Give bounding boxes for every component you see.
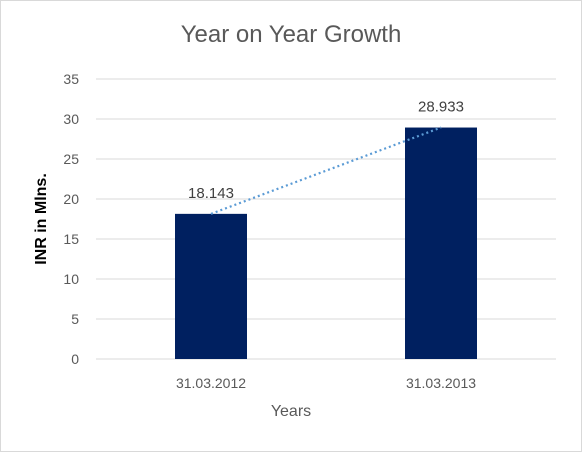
y-tick-label: 25 <box>63 151 79 167</box>
y-tick-label: 0 <box>71 351 79 367</box>
x-tick-label: 31.03.2012 <box>176 375 246 391</box>
y-tick-label: 5 <box>71 311 79 327</box>
y-tick-label: 20 <box>63 191 79 207</box>
bar-1 <box>405 128 477 359</box>
y-tick-label: 30 <box>63 111 79 127</box>
data-label: 28.933 <box>418 99 464 116</box>
y-tick-label: 15 <box>63 231 79 247</box>
data-label: 18.143 <box>188 185 234 202</box>
y-tick-label: 10 <box>63 271 79 287</box>
x-tick-label: 31.03.2013 <box>406 375 476 391</box>
y-tick-label: 35 <box>63 71 79 87</box>
bar-0 <box>175 214 247 359</box>
